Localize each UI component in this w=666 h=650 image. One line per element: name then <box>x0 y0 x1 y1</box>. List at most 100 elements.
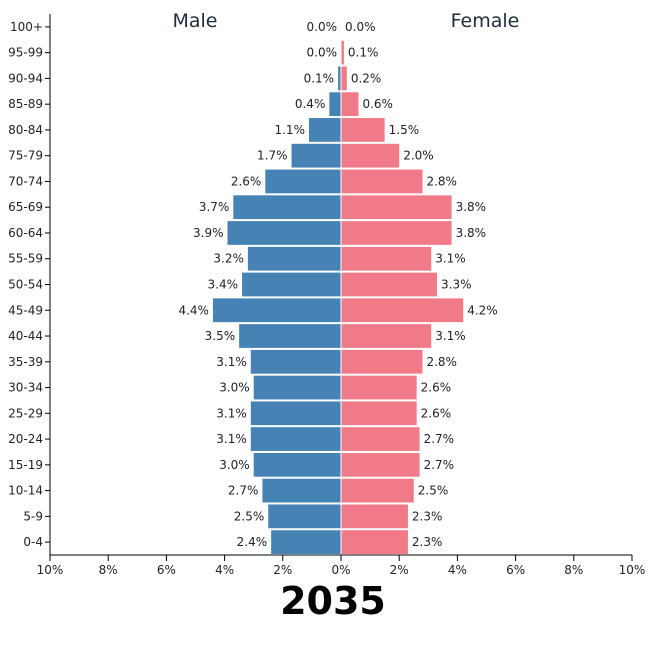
male-bar-35-39 <box>250 349 341 374</box>
male-value-label: 3.1% <box>216 355 247 369</box>
chart-title: 2035 <box>280 579 386 623</box>
y-tick-label: 100+ <box>10 20 43 34</box>
female-bar-80-84 <box>341 118 385 142</box>
male-bar-85-89 <box>329 92 341 117</box>
female-bar-55-59 <box>341 246 432 271</box>
male-value-label: 3.2% <box>213 252 244 266</box>
y-tick-label: 45-49 <box>8 303 43 317</box>
y-tick-label: 30-34 <box>8 381 43 395</box>
male-bar-55-59 <box>247 246 341 271</box>
female-value-label: 3.8% <box>456 200 487 214</box>
y-tick-label: 5-9 <box>23 509 43 523</box>
male-bar-75-79 <box>291 143 341 168</box>
legend-female: Female <box>451 10 520 32</box>
male-value-label: 3.1% <box>216 432 247 446</box>
male-bar-5-9 <box>268 504 341 529</box>
x-tick-label: 10% <box>619 563 646 577</box>
y-tick-label: 75-79 <box>8 149 43 163</box>
y-tick-label: 20-24 <box>8 432 43 446</box>
y-tick-label: 15-19 <box>8 458 43 472</box>
bars-layer <box>212 40 464 554</box>
y-tick-label: 50-54 <box>8 278 43 292</box>
male-bar-0-4 <box>271 530 341 554</box>
female-value-label: 0.6% <box>362 97 393 111</box>
male-bar-40-44 <box>239 324 341 348</box>
female-bar-50-54 <box>341 272 438 297</box>
male-value-label: 3.0% <box>219 458 250 472</box>
x-tick-label: 8% <box>564 563 583 577</box>
female-bar-0-4 <box>341 530 408 554</box>
male-value-label: 2.7% <box>228 484 259 498</box>
female-value-label: 3.1% <box>435 329 466 343</box>
male-value-label: 4.4% <box>178 303 209 317</box>
female-bar-25-29 <box>341 401 417 426</box>
female-value-label: 2.5% <box>418 484 449 498</box>
labels-layer: 0.0% 0.0% 0.0% 0.1% 0.1% 0.2% 0.4% 0.6% 1.1% 1.5%… <box>178 20 497 549</box>
female-bar-5-9 <box>341 504 408 529</box>
female-value-label: 2.7% <box>424 432 455 446</box>
y-tick-label: 85-89 <box>8 97 43 111</box>
female-value-label: 2.6% <box>421 381 452 395</box>
male-bar-45-49 <box>212 298 341 323</box>
female-bar-10-14 <box>341 478 414 503</box>
male-bar-30-34 <box>253 375 341 400</box>
x-tick-label: 4% <box>448 563 467 577</box>
female-bar-95-99 <box>341 40 344 65</box>
male-bar-90-94 <box>338 66 341 91</box>
female-bar-45-49 <box>341 298 464 323</box>
male-value-label: 2.6% <box>231 174 262 188</box>
y-tick-label: 70-74 <box>8 174 43 188</box>
male-bar-70-74 <box>265 169 341 194</box>
female-bar-85-89 <box>341 92 359 117</box>
female-value-label: 2.0% <box>403 149 434 163</box>
female-bar-65-69 <box>341 195 452 220</box>
female-value-label: 0.0% <box>345 20 376 34</box>
female-bar-30-34 <box>341 375 417 400</box>
male-bar-50-54 <box>242 272 341 297</box>
female-bar-40-44 <box>341 324 432 348</box>
female-value-label: 2.3% <box>412 535 443 549</box>
male-bar-25-29 <box>250 401 341 426</box>
male-value-label: 3.4% <box>208 278 239 292</box>
female-value-label: 1.5% <box>389 123 420 137</box>
female-bar-20-24 <box>341 427 420 451</box>
male-bar-80-84 <box>308 118 341 142</box>
y-tick-label: 40-44 <box>8 329 43 343</box>
female-bar-90-94 <box>341 66 347 91</box>
male-bar-65-69 <box>233 195 341 220</box>
female-value-label: 2.6% <box>421 406 452 420</box>
y-tick-label: 0-4 <box>23 535 43 549</box>
female-value-label: 4.2% <box>467 303 498 317</box>
male-value-label: 3.7% <box>199 200 230 214</box>
male-value-label: 0.0% <box>307 46 338 60</box>
female-value-label: 3.8% <box>456 226 487 240</box>
y-tick-label: 35-39 <box>8 355 43 369</box>
male-value-label: 3.9% <box>193 226 224 240</box>
y-tick-label: 60-64 <box>8 226 43 240</box>
female-value-label: 2.8% <box>426 174 457 188</box>
male-bar-10-14 <box>262 478 341 503</box>
y-tick-label: 10-14 <box>8 484 43 498</box>
x-tick-label: 8% <box>99 563 118 577</box>
male-value-label: 1.7% <box>257 149 288 163</box>
x-tick-label: 6% <box>506 563 525 577</box>
female-bar-75-79 <box>341 143 400 168</box>
male-value-label: 2.4% <box>237 535 268 549</box>
male-value-label: 2.5% <box>234 509 265 523</box>
x-tick-label: 0% <box>331 563 350 577</box>
x-tick-label: 2% <box>390 563 409 577</box>
male-value-label: 3.1% <box>216 406 247 420</box>
female-bar-15-19 <box>341 452 420 477</box>
male-value-label: 3.5% <box>205 329 236 343</box>
female-value-label: 2.7% <box>424 458 455 472</box>
female-value-label: 0.2% <box>351 71 382 85</box>
female-value-label: 2.3% <box>412 509 443 523</box>
female-bar-70-74 <box>341 169 423 194</box>
x-tick-label: 4% <box>215 563 234 577</box>
y-tick-label: 95-99 <box>8 46 43 60</box>
y-tick-label: 55-59 <box>8 252 43 266</box>
legend-male: Male <box>172 10 217 32</box>
y-tick-label: 65-69 <box>8 200 43 214</box>
